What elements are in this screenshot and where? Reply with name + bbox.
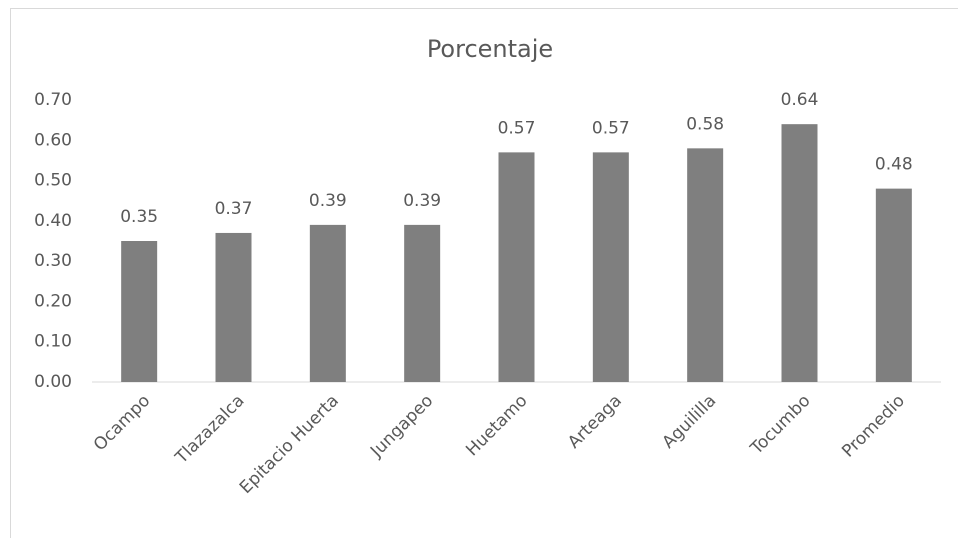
y-tick-label: 0.70 (34, 90, 72, 110)
data-label: 0.35 (120, 207, 158, 227)
y-tick-label: 0.10 (34, 332, 72, 352)
bar (687, 148, 724, 382)
data-label: 0.39 (309, 191, 347, 211)
y-tick-label: 0.60 (34, 130, 72, 150)
bar (592, 152, 629, 382)
data-label: 0.58 (686, 114, 724, 134)
y-tick-label: 0.40 (34, 211, 72, 231)
bar (215, 232, 252, 382)
y-tick-label: 0.30 (34, 251, 72, 271)
data-label: 0.64 (781, 90, 819, 110)
bar (121, 241, 158, 382)
chart-title: Porcentaje (427, 35, 553, 63)
data-label: 0.37 (215, 199, 253, 219)
bar (875, 188, 912, 382)
data-label: 0.39 (403, 191, 441, 211)
bar (781, 124, 818, 383)
y-tick-label: 0.50 (34, 171, 72, 191)
data-label: 0.48 (875, 155, 913, 175)
bar (404, 224, 441, 382)
data-label: 0.57 (498, 118, 536, 138)
bar (498, 152, 535, 382)
data-label: 0.57 (592, 118, 630, 138)
y-tick-label: 0.00 (34, 372, 72, 392)
bar (309, 224, 346, 382)
y-tick-label: 0.20 (34, 291, 72, 311)
